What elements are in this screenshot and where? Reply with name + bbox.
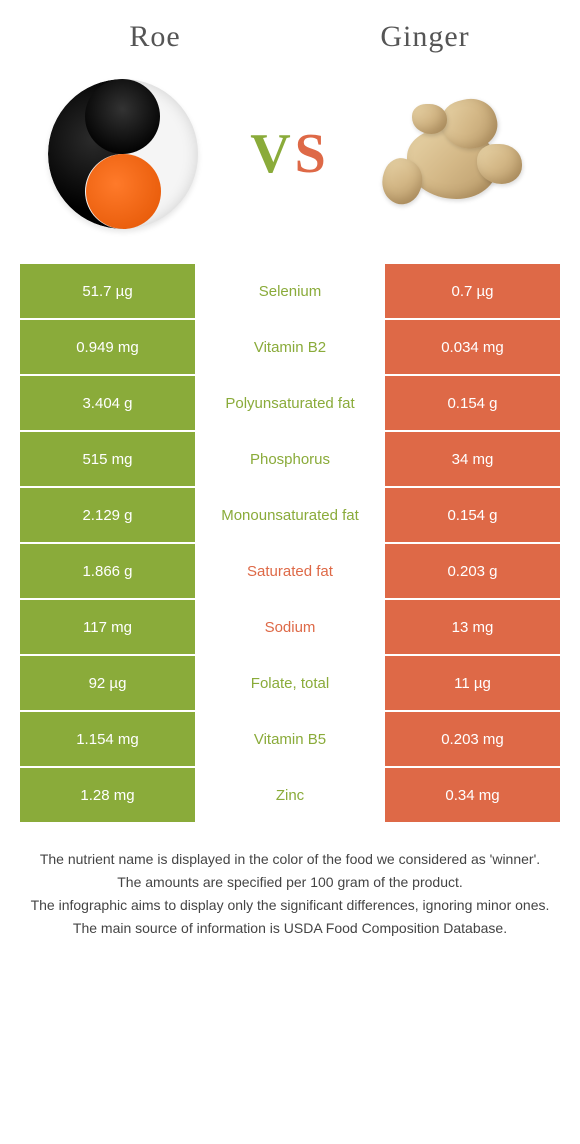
nutrient-table: 51.7 µgSelenium0.7 µg0.949 mgVitamin B20… bbox=[0, 264, 580, 824]
table-row: 1.866 gSaturated fat0.203 g bbox=[20, 544, 560, 600]
right-value: 0.203 g bbox=[385, 544, 560, 598]
right-value: 13 mg bbox=[385, 600, 560, 654]
table-row: 1.28 mgZinc0.34 mg bbox=[20, 768, 560, 824]
nutrient-label: Selenium bbox=[195, 264, 385, 318]
header-row: Roe Ginger bbox=[0, 0, 580, 64]
footer-line: The amounts are specified per 100 gram o… bbox=[30, 872, 550, 893]
vs-label: VS bbox=[250, 122, 330, 186]
right-value: 11 µg bbox=[385, 656, 560, 710]
table-row: 0.949 mgVitamin B20.034 mg bbox=[20, 320, 560, 376]
table-row: 92 µgFolate, total11 µg bbox=[20, 656, 560, 712]
right-value: 0.154 g bbox=[385, 488, 560, 542]
table-row: 3.404 gPolyunsaturated fat0.154 g bbox=[20, 376, 560, 432]
left-value: 1.866 g bbox=[20, 544, 195, 598]
left-value: 51.7 µg bbox=[20, 264, 195, 318]
right-value: 0.7 µg bbox=[385, 264, 560, 318]
nutrient-label: Vitamin B2 bbox=[195, 320, 385, 374]
left-value: 3.404 g bbox=[20, 376, 195, 430]
right-value: 0.203 mg bbox=[385, 712, 560, 766]
table-row: 2.129 gMonounsaturated fat0.154 g bbox=[20, 488, 560, 544]
vs-s: S bbox=[295, 123, 330, 185]
right-food-title: Ginger bbox=[290, 20, 560, 54]
roe-image bbox=[43, 74, 203, 234]
nutrient-label: Monounsaturated fat bbox=[195, 488, 385, 542]
table-row: 515 mgPhosphorus34 mg bbox=[20, 432, 560, 488]
table-row: 51.7 µgSelenium0.7 µg bbox=[20, 264, 560, 320]
nutrient-label: Polyunsaturated fat bbox=[195, 376, 385, 430]
ginger-image bbox=[377, 74, 537, 234]
footer-line: The nutrient name is displayed in the co… bbox=[30, 849, 550, 870]
left-value: 92 µg bbox=[20, 656, 195, 710]
right-value: 0.154 g bbox=[385, 376, 560, 430]
left-value: 1.28 mg bbox=[20, 768, 195, 822]
footer-line: The infographic aims to display only the… bbox=[30, 895, 550, 916]
right-value: 0.034 mg bbox=[385, 320, 560, 374]
right-value: 34 mg bbox=[385, 432, 560, 486]
footer-line: The main source of information is USDA F… bbox=[30, 918, 550, 939]
footer-notes: The nutrient name is displayed in the co… bbox=[0, 824, 580, 961]
table-row: 117 mgSodium13 mg bbox=[20, 600, 560, 656]
left-value: 2.129 g bbox=[20, 488, 195, 542]
nutrient-label: Folate, total bbox=[195, 656, 385, 710]
nutrient-label: Vitamin B5 bbox=[195, 712, 385, 766]
nutrient-label: Zinc bbox=[195, 768, 385, 822]
left-food-title: Roe bbox=[20, 20, 290, 54]
left-value: 117 mg bbox=[20, 600, 195, 654]
vs-v: V bbox=[250, 123, 294, 185]
nutrient-label: Phosphorus bbox=[195, 432, 385, 486]
left-value: 0.949 mg bbox=[20, 320, 195, 374]
table-row: 1.154 mgVitamin B50.203 mg bbox=[20, 712, 560, 768]
left-value: 515 mg bbox=[20, 432, 195, 486]
image-row: VS bbox=[0, 64, 580, 264]
left-value: 1.154 mg bbox=[20, 712, 195, 766]
nutrient-label: Saturated fat bbox=[195, 544, 385, 598]
nutrient-label: Sodium bbox=[195, 600, 385, 654]
right-value: 0.34 mg bbox=[385, 768, 560, 822]
